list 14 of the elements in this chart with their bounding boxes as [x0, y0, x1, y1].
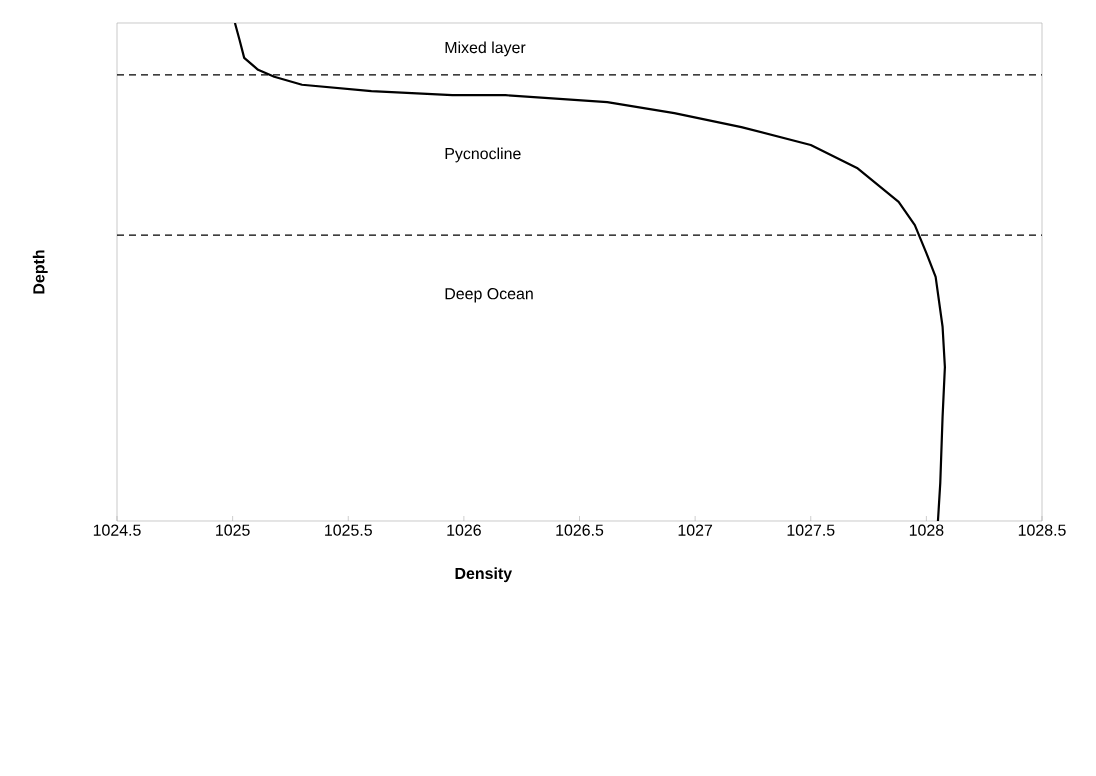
x-tick-label: 1024.5 [93, 524, 141, 536]
x-tick-label: 1027 [678, 524, 713, 536]
x-tick-label: 1028 [909, 524, 944, 536]
x-tick-label: 1025 [216, 524, 250, 536]
annotation: Pycnocline [445, 147, 521, 163]
annotation: Deep Ocean [445, 288, 533, 303]
annotation: Mixed layer [445, 41, 526, 57]
x-tick-label: 1025.5 [325, 524, 372, 536]
x-tick-label: 1028.5 [1018, 524, 1066, 536]
x-tick-label: 1027.5 [787, 524, 835, 536]
y-axis-title: Depth [32, 250, 48, 294]
x-tick-label: 1026.5 [556, 524, 604, 536]
x-axis-title: Density [455, 567, 513, 583]
x-tick-label: 1026 [447, 524, 481, 536]
